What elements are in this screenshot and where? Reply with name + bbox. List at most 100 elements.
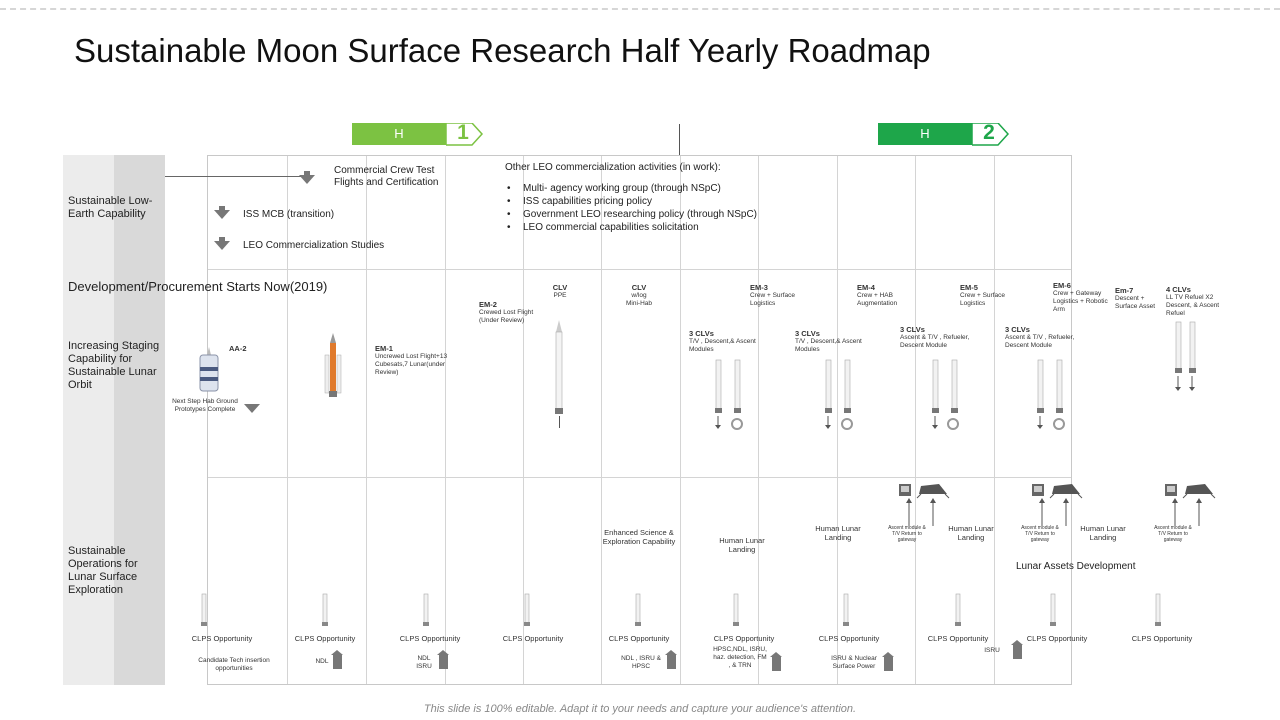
clvs-group1-desc: T/V , Descent,& Ascent Modules xyxy=(689,338,756,353)
down-arrow-icon xyxy=(244,404,260,413)
banner-label: H xyxy=(878,123,972,145)
em2-desc: Crewed Lost Flight (Under Review) xyxy=(479,309,534,324)
clvs-group4-desc: Ascent & T/V , Refueler, Descent Module xyxy=(1005,334,1075,349)
ascent-note: Ascent module & T/V Return to gateway xyxy=(1021,525,1059,543)
row-label-ops: Sustainable Operations for Lunar Surface… xyxy=(68,545,138,596)
ring-icon xyxy=(731,418,743,430)
grid-column-line xyxy=(758,156,759,684)
em4-title: EM-4 xyxy=(857,283,875,292)
em1-title: EM-1 xyxy=(375,344,393,353)
em7-desc: Descent + Surface Asset xyxy=(1115,295,1156,310)
clv2-title: CLV xyxy=(631,283,647,292)
leo-studies-text: LEO Commercialization Studies xyxy=(243,240,385,251)
aa2-label: AA-2 xyxy=(229,344,247,353)
clv-pair-rocket-icon xyxy=(715,359,741,429)
clps-label: CLPS Opportunity xyxy=(294,634,356,643)
up-arrow-icon xyxy=(437,650,449,669)
list-item: Multi- agency working group (through NSp… xyxy=(507,182,757,195)
em2-title: EM-2 xyxy=(479,300,497,309)
em3-desc: Crew + Surface Logistics xyxy=(750,292,795,307)
grid-column-line xyxy=(523,156,524,684)
nextstep-text: Next Step Hab Ground Prototypes Complete xyxy=(172,398,238,413)
up-arrow-icon xyxy=(770,652,782,671)
ring-icon xyxy=(841,418,853,430)
payload-text: HPSC,NDL, ISRU, haz. detection, FM , & T… xyxy=(713,646,767,669)
roadmap-grid xyxy=(207,155,1072,685)
leo-connector-line xyxy=(165,176,305,177)
payload-text: NDL , ISRU & HPSC xyxy=(621,655,661,670)
clps-rocket-icon xyxy=(1050,593,1056,626)
em6-title: EM-6 xyxy=(1053,281,1071,290)
grid-row-line xyxy=(208,269,1071,270)
human-landing-text: Human Lunar Landing xyxy=(719,536,765,554)
clv1-desc: PPE xyxy=(553,292,567,299)
up-arrow-icon xyxy=(331,650,343,669)
down-arrow-icon xyxy=(214,206,230,219)
iss-mcb-text: ISS MCB (transition) xyxy=(243,209,335,220)
em5-desc: Crew + Surface Logistics xyxy=(960,292,1005,307)
clps-rocket-icon xyxy=(843,593,849,626)
lander-icons xyxy=(1165,484,1216,526)
em7-title: Em-7 xyxy=(1115,286,1134,295)
grid-column-line xyxy=(601,156,602,684)
clps-rocket-icon xyxy=(955,593,961,626)
grid-column-line xyxy=(366,156,367,684)
payload-text: NDL xyxy=(315,658,329,665)
clvs-group2-desc: T/V , Descent,& Ascent Modules xyxy=(795,338,862,353)
clvs-group4-title: 3 CLVs xyxy=(1005,325,1030,334)
clps-rocket-icon xyxy=(1155,593,1161,626)
ascent-note: Ascent module & T/V Return to gateway xyxy=(1154,525,1192,543)
clv-pair-rocket-icon xyxy=(1037,359,1063,429)
center-divider xyxy=(679,124,680,156)
payload-text: ISRU & Nuclear Surface Power xyxy=(831,655,877,670)
clv-pair-rocket-icon xyxy=(932,359,958,429)
human-landing-text: Human Lunar Landing xyxy=(948,524,994,542)
em3-title: EM-3 xyxy=(750,283,768,292)
clv1-title: CLV xyxy=(552,283,568,292)
footer-note: This slide is 100% editable. Adapt it to… xyxy=(423,703,857,715)
banner-arrow-icon xyxy=(446,123,484,146)
clps-rocket-icon xyxy=(635,593,641,626)
banner-arrow-icon xyxy=(972,123,1010,146)
clvs-group3-desc: Ascent & T/V , Refueler, Descent Module xyxy=(900,334,970,349)
human-landing-text: Human Lunar Landing xyxy=(1080,524,1126,542)
human-landing-text: Human Lunar Landing xyxy=(815,524,861,542)
sls-rocket-icon xyxy=(324,333,342,397)
clv-pair-rocket-icon xyxy=(825,359,851,429)
grid-column-line xyxy=(680,156,681,684)
list-item: ISS capabilities pricing policy xyxy=(507,195,757,208)
clps-label: CLPS Opportunity xyxy=(1026,634,1088,643)
ascent-note: Ascent module & T/V Return to gateway xyxy=(888,525,926,543)
grid-column-line xyxy=(445,156,446,684)
hab-module-icon xyxy=(199,347,219,392)
clvs-group2-title: 3 CLVs xyxy=(795,329,820,338)
clps-label: CLPS Opportunity xyxy=(713,634,775,643)
row-label-dev: Development/Procurement Starts Now(2019) xyxy=(68,279,328,294)
clvs-group1-title: 3 CLVs xyxy=(689,329,714,338)
down-arrow-icon xyxy=(214,237,230,250)
grid-column-line xyxy=(915,156,916,684)
ring-icon xyxy=(1053,418,1065,430)
lunar-assets-text: Lunar Assets Development xyxy=(1016,561,1136,572)
clps-rocket-icon xyxy=(201,593,207,626)
payload-text: Candidate Tech insertion opportunities xyxy=(198,657,270,672)
up-arrow-icon xyxy=(665,650,677,669)
clps-label: CLPS Opportunity xyxy=(1131,634,1193,643)
clv-rocket-icon xyxy=(555,320,563,414)
top-dashed-border xyxy=(0,8,1280,10)
lander-icons xyxy=(1032,484,1083,526)
list-item: LEO commercial capabilities solicitation xyxy=(507,221,757,234)
up-arrow-icon xyxy=(1011,640,1023,659)
clps-label: CLPS Opportunity xyxy=(608,634,670,643)
em6-desc: Crew + Gateway Logistics + Robotic Arm xyxy=(1053,290,1108,313)
clps-rocket-icon xyxy=(733,593,739,626)
row-label-leo: Sustainable Low-Earth Capability xyxy=(68,195,153,220)
clps-label: CLPS Opportunity xyxy=(399,634,461,643)
grid-row-line xyxy=(208,477,1071,478)
enhanced-text: Enhanced Science & Exploration Capabilit… xyxy=(602,528,676,546)
grid-column-line xyxy=(287,156,288,684)
other-leo-list: Multi- agency working group (through NSp… xyxy=(507,182,757,234)
payload-text: NDL ISRU xyxy=(416,655,432,670)
page-title: Sustainable Moon Surface Research Half Y… xyxy=(74,32,931,69)
clps-rocket-icon xyxy=(524,593,530,626)
